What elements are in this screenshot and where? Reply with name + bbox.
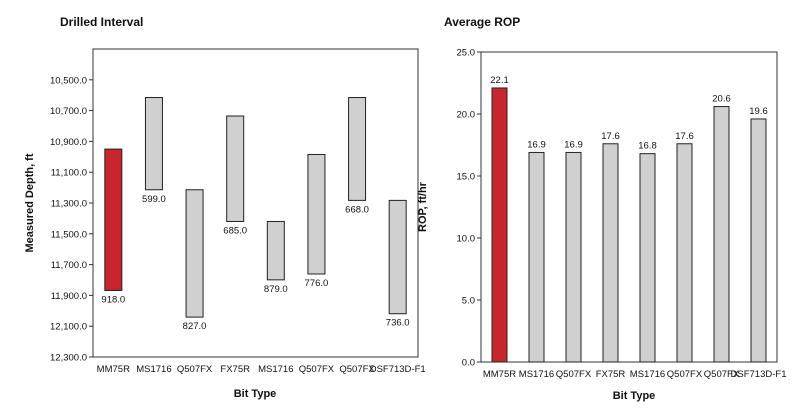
- average-rop-y-axis-title: ROP, ft/hr: [417, 181, 429, 232]
- y-tick-label: 11,700.0: [51, 260, 87, 271]
- x-tick-label: MM75R: [97, 364, 130, 375]
- y-tick-label: 15.0: [457, 172, 476, 183]
- range-bar: [226, 115, 245, 222]
- average-rop-chart: Average ROP ROP, ft/hr Bit Type 0.0 5.0 10…: [417, 15, 786, 402]
- x-tick-label: Q507FX: [704, 369, 740, 380]
- rop-bar: [676, 143, 693, 363]
- y-tick-label: 12,100.0: [50, 322, 87, 333]
- average-rop-x-ticks: MM75R MS1716 Q507FX FX75R MS1716 Q507FX Q507FX…: [483, 369, 787, 380]
- y-tick-label: 11,300.0: [51, 199, 87, 210]
- range-bar: [388, 199, 407, 315]
- y-tick-label: 11,100.0: [51, 168, 87, 179]
- rop-bar: [750, 118, 767, 363]
- y-tick-label: 11,500.0: [51, 229, 87, 240]
- y-tick-label: 0.0: [462, 358, 475, 369]
- average-rop-plot-frame: [480, 51, 778, 363]
- rop-bar: [565, 151, 582, 363]
- average-rop-x-axis-title: Bit Type: [613, 390, 656, 402]
- rop-bar: [713, 106, 730, 363]
- range-bar: [307, 153, 326, 275]
- x-tick-label: DSF713D-F1: [370, 364, 426, 375]
- average-rop-y-ticks: 0.0 5.0 10.0 15.0 20.0 25.0: [457, 48, 481, 369]
- rop-bar: [602, 143, 619, 363]
- x-tick-label: MS1716: [136, 364, 171, 375]
- x-tick-label: Q507FX: [667, 369, 703, 380]
- drilled-interval-y-axis-title: Measured Depth, ft: [24, 153, 36, 252]
- x-tick-label: MM75R: [483, 369, 516, 380]
- rop-bar: [528, 151, 545, 363]
- x-tick-label: MS1716: [258, 364, 293, 375]
- x-tick-label: Q507FX: [177, 364, 213, 375]
- bar-data-label: 827.0: [183, 321, 207, 332]
- y-tick-label: 10,900.0: [50, 137, 87, 148]
- x-tick-label: FX75R: [596, 369, 626, 380]
- range-bar: [144, 97, 163, 191]
- bar-data-label: 668.0: [345, 204, 369, 215]
- range-bar: [348, 97, 367, 201]
- bar-data-label: 17.6: [675, 131, 694, 142]
- y-tick-label: 10.0: [457, 234, 476, 245]
- bar-data-label: 599.0: [142, 194, 166, 205]
- x-tick-label: Q507FX: [339, 364, 375, 375]
- x-tick-label: MS1716: [630, 369, 665, 380]
- average-rop-title: Average ROP: [444, 15, 520, 29]
- bar-data-label: 918.0: [101, 294, 125, 305]
- bar-data-label: 16.9: [564, 139, 583, 150]
- bar-data-label: 685.0: [223, 225, 247, 236]
- drilled-interval-x-ticks: MM75R MS1716 Q507FX FX75R MS1716 Q507FX Q507FX…: [97, 364, 426, 375]
- range-bar: [266, 220, 285, 281]
- drilled-interval-y-ticks: 10,500.0 10,700.0 10,900.0 11,100.0 11,300.0…: [50, 75, 93, 364]
- y-tick-label: 10,700.0: [50, 106, 87, 117]
- bar-data-label: 20.6: [712, 94, 731, 105]
- bar-data-label: 17.6: [601, 131, 620, 142]
- drilled-interval-x-axis-title: Bit Type: [234, 388, 277, 400]
- y-tick-label: 20.0: [457, 110, 476, 121]
- bar-data-label: 16.9: [527, 139, 546, 150]
- bar-data-label: 776.0: [305, 278, 329, 289]
- x-tick-label: Q507FX: [556, 369, 592, 380]
- drilled-interval-bars: [104, 97, 407, 318]
- y-tick-label: 25.0: [457, 48, 476, 59]
- y-tick-label: 10,500.0: [50, 75, 87, 86]
- y-tick-label: 12,300.0: [50, 353, 87, 364]
- x-tick-label: FX75R: [220, 364, 250, 375]
- bar-data-label: 879.0: [264, 284, 288, 295]
- drilled-interval-data-labels: 918.0 599.0 827.0 685.0 879.0 776.0 668.0 736.0: [101, 194, 409, 332]
- bar-data-label: 736.0: [386, 318, 410, 329]
- bar-data-label: 19.6: [749, 106, 768, 117]
- rop-bar: [639, 153, 656, 363]
- y-tick-label: 11,900.0: [51, 291, 87, 302]
- drilled-interval-title: Drilled Interval: [60, 15, 143, 29]
- bar-data-label: 22.1: [490, 75, 509, 86]
- average-rop-data-labels: 22.1 16.9 16.9 17.6 16.8 17.6 20.6 19.6: [490, 75, 768, 152]
- bar-data-label: 16.8: [638, 141, 657, 152]
- rop-bar: [491, 87, 508, 363]
- average-rop-bars: [491, 87, 767, 363]
- range-bar: [185, 189, 204, 318]
- x-tick-label: MS1716: [519, 369, 554, 380]
- x-tick-label: DSF713D-F1: [731, 369, 787, 380]
- range-bar: [104, 148, 123, 291]
- drilled-interval-chart: Drilled Interval Measured Depth, ft Bit …: [24, 15, 426, 400]
- y-tick-label: 5.0: [462, 296, 475, 307]
- x-tick-label: Q507FX: [299, 364, 335, 375]
